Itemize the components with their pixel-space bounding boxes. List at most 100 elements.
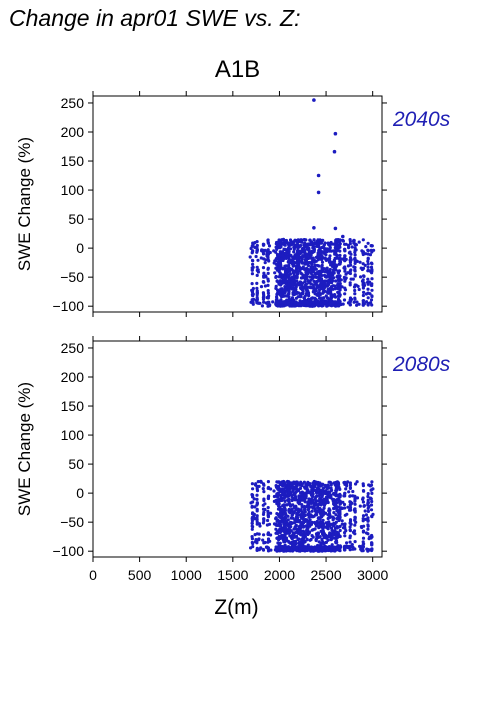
data-point	[361, 252, 365, 257]
data-point	[308, 238, 312, 242]
data-point	[338, 282, 342, 286]
data-point	[255, 295, 259, 300]
data-point	[262, 280, 266, 284]
data-point	[287, 289, 291, 293]
data-point	[309, 278, 313, 282]
data-point	[290, 280, 294, 284]
data-point	[296, 281, 300, 285]
data-point	[326, 257, 330, 261]
data-point	[304, 519, 308, 523]
data-point	[250, 521, 254, 525]
data-point	[250, 537, 254, 541]
data-point	[348, 250, 352, 254]
data-point	[313, 259, 317, 264]
data-point	[311, 535, 315, 539]
data-point	[340, 519, 344, 523]
y-tick-label: 100	[61, 427, 85, 443]
data-point	[299, 512, 304, 517]
data-point	[353, 540, 357, 544]
x-tick-label: 2500	[310, 567, 341, 583]
data-point	[348, 521, 352, 525]
data-point	[315, 482, 319, 486]
data-point	[283, 275, 287, 279]
data-point	[338, 300, 342, 304]
data-point	[251, 244, 255, 248]
data-point	[306, 291, 311, 295]
data-point	[299, 532, 303, 536]
data-point	[287, 274, 291, 278]
data-point	[303, 494, 307, 499]
data-point	[322, 296, 326, 300]
data-point	[364, 513, 368, 517]
y-tick-label: 150	[61, 153, 85, 169]
data-point	[316, 549, 320, 553]
data-point	[266, 547, 270, 551]
data-point	[355, 303, 359, 307]
data-point	[287, 277, 291, 282]
data-point	[320, 488, 325, 492]
data-point	[262, 490, 266, 494]
data-point	[343, 548, 347, 552]
data-point	[370, 250, 374, 254]
data-point	[348, 271, 352, 276]
data-point	[250, 524, 254, 528]
data-point	[297, 502, 301, 506]
data-point	[310, 505, 314, 509]
data-point	[301, 529, 305, 533]
data-point	[283, 507, 287, 511]
data-point	[353, 494, 357, 498]
data-point	[312, 482, 316, 486]
data-point	[338, 524, 342, 529]
data-point	[261, 507, 266, 511]
data-point	[306, 279, 310, 283]
data-point	[283, 528, 287, 532]
data-point	[275, 262, 279, 266]
y-tick-label: −50	[60, 269, 84, 285]
data-point	[348, 300, 352, 304]
data-point	[366, 303, 370, 307]
data-point	[255, 541, 259, 545]
data-point	[322, 541, 326, 545]
data-point	[292, 304, 296, 308]
data-point	[366, 492, 370, 496]
data-point	[349, 277, 353, 281]
data-point	[299, 280, 303, 284]
data-point-outlier	[333, 131, 338, 136]
data-point	[336, 282, 340, 286]
data-point	[315, 534, 319, 538]
data-point	[313, 549, 317, 553]
data-point-outlier	[332, 149, 337, 154]
data-point	[353, 261, 357, 265]
data-point	[321, 245, 325, 249]
data-point	[255, 265, 259, 269]
data-point	[296, 498, 300, 502]
data-point	[297, 265, 301, 270]
data-point	[327, 486, 331, 490]
data-point	[310, 300, 315, 304]
data-point	[343, 506, 347, 510]
data-point	[361, 282, 365, 286]
main-title: Change in apr01 SWE vs. Z:	[9, 5, 301, 31]
data-point	[348, 242, 352, 246]
data-point	[305, 253, 309, 258]
data-point	[348, 283, 352, 287]
data-point	[319, 503, 323, 507]
data-point	[303, 508, 307, 512]
data-point	[293, 521, 297, 525]
data-point	[343, 494, 347, 498]
data-point	[297, 540, 301, 545]
data-point	[266, 301, 271, 305]
data-point	[345, 541, 349, 545]
data-point	[292, 292, 296, 297]
data-point	[338, 245, 342, 249]
data-point	[287, 524, 291, 528]
data-point	[359, 275, 363, 279]
data-point	[315, 285, 320, 289]
data-point	[298, 486, 303, 490]
data-point	[367, 483, 371, 487]
data-point	[333, 295, 338, 299]
data-point	[255, 286, 259, 290]
data-point	[313, 527, 317, 531]
data-point	[300, 537, 304, 541]
data-point	[250, 282, 254, 286]
